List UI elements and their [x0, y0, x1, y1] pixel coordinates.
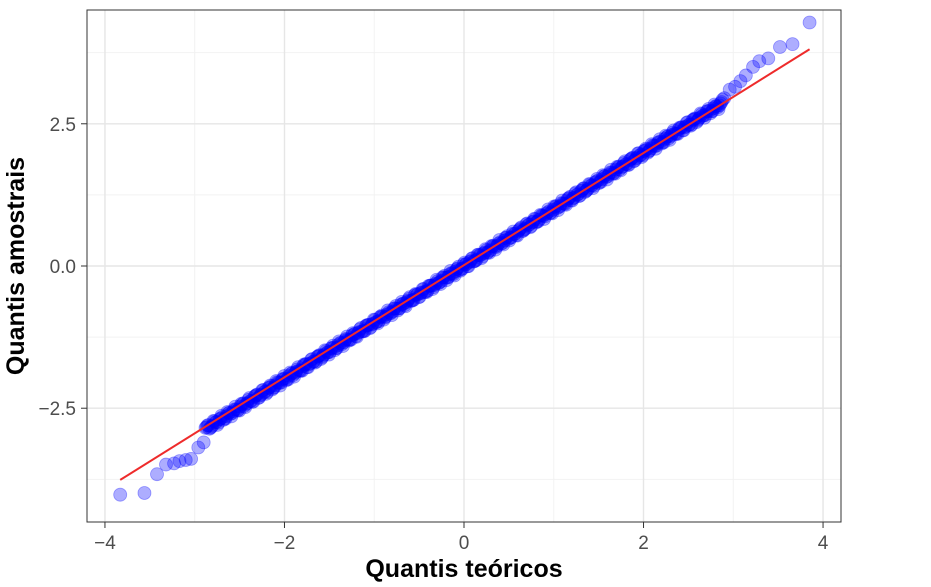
data-point — [467, 254, 482, 269]
data-point — [239, 397, 254, 411]
data-point — [272, 376, 287, 390]
x-tick-label: 0 — [459, 533, 470, 554]
data-point — [172, 454, 187, 469]
x-axis-title: Quantis teóricos — [365, 555, 562, 583]
data-point — [728, 79, 742, 94]
data-point — [429, 272, 444, 287]
data-point — [355, 324, 370, 338]
data-point — [578, 185, 592, 199]
data-point — [802, 15, 817, 30]
data-point — [378, 309, 393, 324]
data-point — [137, 486, 152, 500]
data-point — [694, 107, 709, 122]
x-tick-label: 4 — [818, 533, 829, 554]
data-point — [178, 453, 193, 467]
reference-line — [119, 48, 811, 481]
data-point — [254, 387, 269, 402]
data-point — [244, 393, 259, 408]
data-point — [733, 74, 748, 89]
data-point — [316, 349, 330, 363]
data-point — [240, 396, 255, 411]
data-point — [184, 451, 199, 466]
data-point — [446, 267, 461, 282]
data-point — [722, 82, 737, 97]
data-point — [420, 283, 435, 298]
data-point — [469, 252, 484, 267]
data-point — [572, 189, 586, 203]
data-point — [773, 40, 787, 54]
y-tick-label: 2.5 — [50, 115, 76, 136]
data-point — [610, 160, 624, 174]
data-point — [455, 261, 470, 276]
data-point — [676, 123, 691, 138]
data-point — [687, 111, 702, 126]
data-point — [478, 242, 493, 257]
data-point — [506, 224, 521, 239]
data-point — [533, 208, 548, 222]
data-point — [335, 337, 349, 351]
data-point — [466, 254, 481, 269]
data-point — [785, 37, 800, 52]
data-point — [697, 110, 712, 125]
data-point — [527, 211, 542, 226]
data-point — [417, 285, 432, 300]
data-point — [307, 354, 321, 369]
data-point — [672, 120, 687, 135]
data-point — [191, 440, 206, 455]
data-point — [746, 59, 760, 74]
data-point — [761, 51, 776, 66]
data-point — [738, 68, 753, 83]
data-point — [354, 324, 369, 339]
x-tick-label: −2 — [274, 533, 296, 554]
data-point — [594, 175, 608, 189]
data-point — [196, 435, 211, 450]
data-point — [113, 487, 128, 502]
y-tick-label: 0.0 — [50, 257, 76, 278]
x-tick-label: 2 — [638, 533, 649, 554]
y-axis-title: Quantis amostrais — [2, 157, 30, 375]
data-point — [219, 409, 234, 424]
data-point — [509, 228, 524, 243]
axes: −4 −2 0 2 4 −2.5 0.0 2.5 — [38, 115, 828, 554]
data-point — [631, 146, 646, 161]
data-point — [516, 223, 531, 238]
data-point — [150, 467, 164, 482]
data-point — [569, 185, 583, 200]
data-point — [391, 301, 406, 316]
data-point — [529, 215, 544, 230]
data-point — [531, 214, 546, 229]
y-tick-label: −2.5 — [38, 399, 76, 420]
data-point — [159, 457, 173, 472]
data-point — [443, 263, 458, 278]
data-point — [752, 54, 767, 69]
data-point — [468, 253, 483, 268]
data-point — [167, 456, 181, 471]
data-point — [621, 157, 636, 172]
data-point — [223, 406, 238, 421]
data-point — [547, 199, 562, 214]
x-tick-label: −4 — [94, 533, 116, 554]
